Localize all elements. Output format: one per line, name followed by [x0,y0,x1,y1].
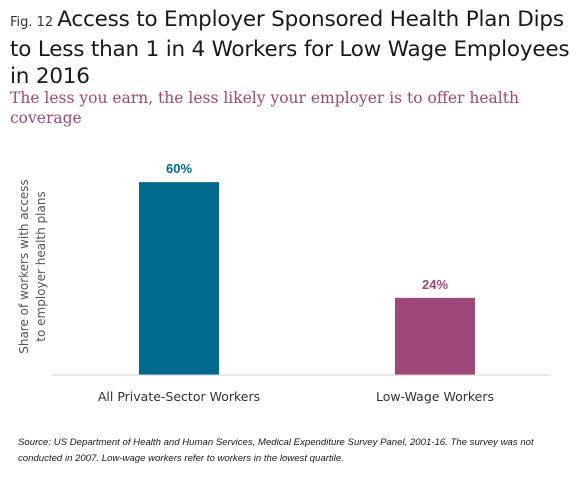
data-label-2: 24% [422,277,448,292]
figure-label: Fig. 12 [10,15,54,30]
title-text: Access to Employer Sponsored Health Plan… [10,7,570,89]
bar-1 [139,182,219,375]
category-label-1: All Private-Sector Workers [98,389,260,404]
y-axis-label: Share of workers with access to employer … [17,179,48,354]
source-note: Source: US Department of Health and Huma… [18,437,534,464]
bar-2 [395,297,475,375]
category-label-2: Low-Wage Workers [376,389,494,404]
chart-title: Fig. 12 Access to Employer Sponsored Heal… [10,6,570,90]
data-label-1: 60% [166,161,192,176]
chart-subtitle: The less you earn, the less likely your … [10,89,519,127]
bars-group: 60% 24% [139,161,475,375]
y-axis-label-line-1: Share of workers with access [17,179,31,354]
x-axis-labels: All Private-Sector Workers Low-Wage Worke… [98,389,494,404]
bar-chart: Share of workers with access to employer … [17,161,550,404]
y-axis-label-line-2: to employer health plans [34,191,48,341]
